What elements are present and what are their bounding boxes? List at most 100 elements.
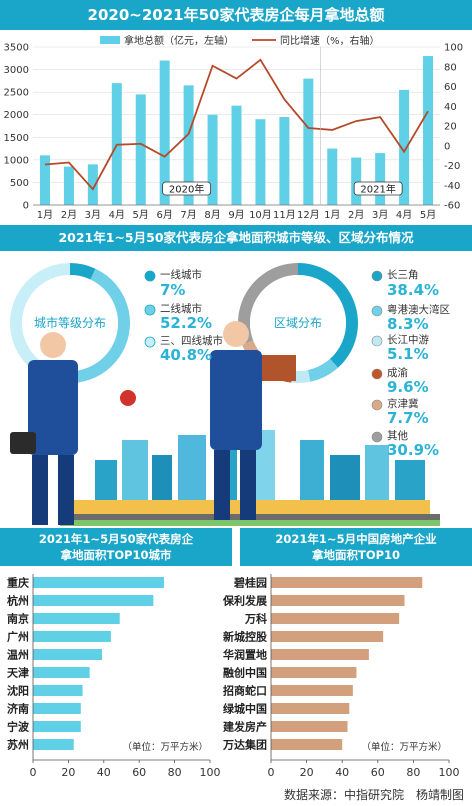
cities-label: 宁波 — [7, 720, 30, 734]
developers-x-tick: 40 — [335, 766, 349, 779]
legend-pct-jingjinji: 7.7% — [387, 409, 429, 427]
y-left-tick: 2000 — [4, 110, 29, 121]
y-left-tick: 500 — [10, 178, 29, 189]
person-right-leg — [214, 450, 230, 520]
y-right-tick: 100 — [444, 43, 463, 54]
legend-dot-region — [371, 270, 383, 282]
cities-label: 济南 — [7, 702, 29, 716]
donut-center-label-tier: 城市等级分布 — [34, 315, 106, 330]
developers-label: 绿城中国 — [223, 702, 267, 716]
donut-slice-粤港澳大湾区 — [307, 358, 338, 382]
x-tick: 4月 — [396, 209, 412, 221]
developers-label: 融创中国 — [223, 666, 267, 680]
x-tick: 2月 — [61, 209, 77, 221]
person-right-body — [210, 350, 262, 450]
developers-bar-万科 — [271, 613, 400, 624]
cities-bar-温州 — [33, 649, 103, 660]
x-tick: 8月 — [204, 209, 220, 221]
y-left-tick: 3500 — [4, 43, 29, 54]
y-left-tick: 3000 — [4, 65, 29, 76]
x-tick: 7月 — [180, 209, 196, 221]
legend-pct-tier2: 52.2% — [160, 314, 213, 332]
donut-slice-三、四线城市 — [10, 263, 70, 374]
bar-5月 — [423, 56, 434, 206]
legend-dot-tier — [144, 304, 156, 316]
bar-1月 — [39, 155, 50, 205]
cities-label: 沈阳 — [7, 684, 29, 698]
donut-slice-二线城市 — [37, 268, 131, 384]
developers-bar-绿城中国 — [271, 703, 350, 714]
developers-label: 碧桂园 — [233, 576, 267, 590]
cities-x-tick: 20 — [61, 766, 75, 779]
developers-x-tick: 60 — [371, 766, 385, 779]
person-left-body — [28, 360, 78, 455]
donut-slice-长三角 — [298, 263, 358, 368]
cities-x-tick: 0 — [30, 766, 37, 779]
cities-bar-杭州 — [33, 595, 154, 606]
developers-label: 保利发展 — [222, 594, 268, 608]
y-right-tick: -20 — [444, 161, 460, 172]
top10-developers-title-line1: 2021年1~5月中国房地产企业 — [275, 532, 437, 546]
x-tick: 5月 — [133, 209, 149, 221]
bar-9月 — [231, 105, 242, 205]
legend-pct-tier3: 40.8% — [160, 346, 213, 364]
legend-dot-region — [371, 305, 383, 317]
donut-center-label-region: 区域分布 — [274, 316, 322, 330]
bar-8月 — [207, 114, 218, 205]
developers-x-tick: 100 — [439, 766, 460, 779]
briefcase-icon — [10, 432, 36, 454]
top10-developers-title-line2: 拿地面积TOP10 — [311, 548, 401, 562]
bar-10月 — [255, 119, 266, 205]
developers-bar-融创中国 — [271, 667, 357, 678]
legend-bar-label: 拿地总额（亿元，左轴） — [124, 34, 234, 47]
building — [330, 455, 360, 505]
developers-label: 华润置地 — [223, 648, 267, 662]
building — [152, 455, 172, 505]
y-left-tick: 1500 — [4, 133, 29, 144]
legend-dot-tier — [144, 270, 156, 282]
cities-bar-南京 — [33, 613, 120, 624]
person-right-head — [223, 321, 249, 347]
x-tick: 1月 — [37, 209, 53, 221]
legend-label-gba: 粤港澳大湾区 — [387, 304, 450, 316]
developers-bar-万达集团 — [271, 739, 343, 750]
x-tick: 3月 — [85, 209, 101, 221]
legend-label-chengyu: 成渝 — [387, 367, 408, 379]
x-tick: 6月 — [156, 209, 172, 221]
developers-x-tick: 80 — [406, 766, 420, 779]
bar-3月 — [87, 164, 98, 205]
developers-label: 万科 — [244, 612, 267, 626]
year-label-box — [353, 181, 403, 196]
source-note: 数据来源：中指研究院 杨靖制图 — [283, 788, 464, 802]
developers-unit: （单位：万平方米） — [361, 741, 447, 753]
developers-bar-碧桂园 — [271, 577, 423, 588]
legend-pct-middle-yangtze: 5.1% — [387, 345, 429, 363]
bar-7月 — [183, 85, 194, 205]
cities-x-tick: 60 — [132, 766, 146, 779]
donut-slice-一线城市 — [70, 263, 96, 280]
cities-bar-天津 — [33, 667, 90, 678]
cities-bar-重庆 — [33, 577, 164, 588]
y-left-tick: 0 — [23, 201, 29, 212]
cities-x-tick: 100 — [200, 766, 221, 779]
x-tick: 12月 — [297, 209, 320, 221]
bar-2月 — [63, 166, 74, 205]
y-left-tick: 1000 — [4, 155, 29, 166]
bar-1月 — [327, 148, 338, 205]
bar-5月 — [135, 94, 146, 205]
developers-x-tick: 20 — [300, 766, 314, 779]
y-right-tick: -60 — [444, 201, 460, 212]
x-tick: 1月 — [324, 209, 340, 221]
top10-cities-title-line1: 2021年1~5月50家代表房企 — [38, 532, 194, 546]
cities-label: 重庆 — [7, 576, 29, 590]
legend-label-tier2: 二线城市 — [160, 303, 202, 315]
legend-dot-tier — [144, 336, 156, 348]
cities-x-tick: 80 — [168, 766, 182, 779]
person-left-head — [40, 332, 66, 358]
y-right-tick: 80 — [444, 62, 457, 73]
building — [395, 460, 425, 505]
legend-dot-region — [371, 335, 383, 347]
y-right-tick: 0 — [444, 141, 450, 152]
cities-label: 杭州 — [7, 594, 29, 608]
cities-bar-广州 — [33, 631, 111, 642]
